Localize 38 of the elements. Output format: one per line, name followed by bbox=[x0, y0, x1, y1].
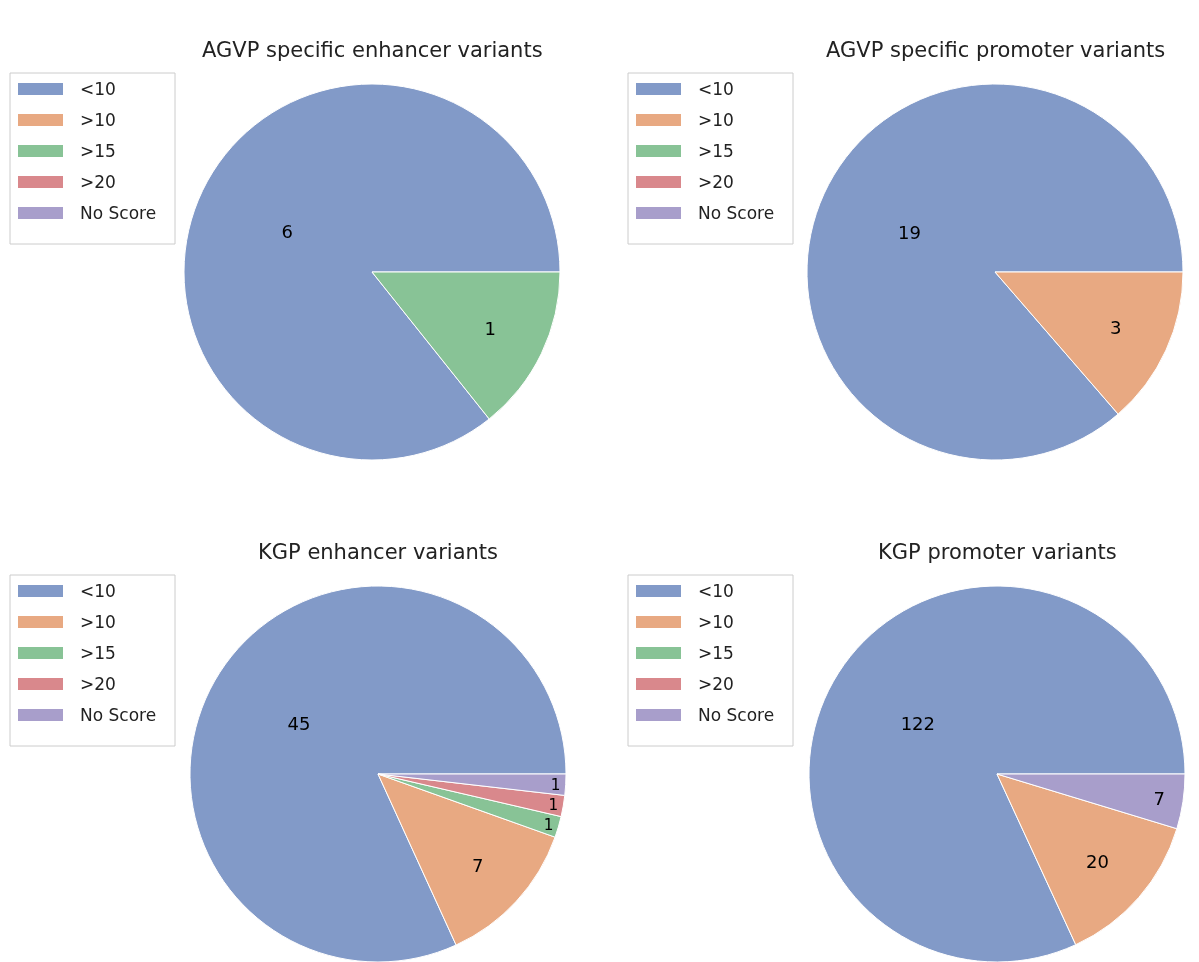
data-label: 20 bbox=[1086, 851, 1110, 873]
legend-label: >10 bbox=[698, 612, 734, 632]
legend-label: No Score bbox=[80, 203, 157, 223]
legend-label: <10 bbox=[698, 581, 734, 601]
legend-label: No Score bbox=[698, 203, 775, 223]
legend-label: >20 bbox=[80, 674, 116, 694]
chart-title: KGP promoter variants bbox=[878, 540, 1117, 564]
data-label: 7 bbox=[471, 855, 484, 876]
legend-label: <10 bbox=[80, 79, 116, 99]
legend-label: <10 bbox=[698, 79, 734, 99]
data-label: 1 bbox=[548, 795, 559, 814]
legend-label: >20 bbox=[80, 172, 116, 192]
data-label: 7 bbox=[1153, 787, 1165, 809]
legend-label: >20 bbox=[698, 674, 734, 694]
legend-label: >15 bbox=[698, 643, 734, 663]
legend-label: >10 bbox=[80, 110, 116, 130]
data-label: 19 bbox=[898, 222, 921, 244]
legend-label: >15 bbox=[80, 643, 116, 663]
legend-label: No Score bbox=[698, 705, 775, 725]
pie-slice bbox=[183, 83, 561, 461]
legend-label: >20 bbox=[698, 172, 734, 192]
chart-title: KGP enhancer variants bbox=[258, 540, 498, 564]
data-label: 3 bbox=[1110, 316, 1122, 338]
legend-label: >15 bbox=[80, 141, 116, 161]
data-label: 1 bbox=[550, 775, 561, 794]
data-label: 6 bbox=[281, 220, 294, 242]
data-label: 1 bbox=[543, 815, 554, 834]
legend-label: >10 bbox=[80, 612, 116, 632]
data-label: 45 bbox=[287, 712, 311, 734]
chart-title: AGVP specific enhancer variants bbox=[202, 38, 543, 62]
data-label: 1 bbox=[484, 318, 496, 340]
chart-title: AGVP specific promoter variants bbox=[826, 38, 1166, 62]
legend-label: >15 bbox=[698, 141, 734, 161]
data-label: 122 bbox=[900, 712, 935, 734]
legend-label: >10 bbox=[698, 110, 734, 130]
pie-slice bbox=[806, 83, 1184, 461]
legend-label: <10 bbox=[80, 581, 116, 601]
legend-label: No Score bbox=[80, 705, 157, 725]
